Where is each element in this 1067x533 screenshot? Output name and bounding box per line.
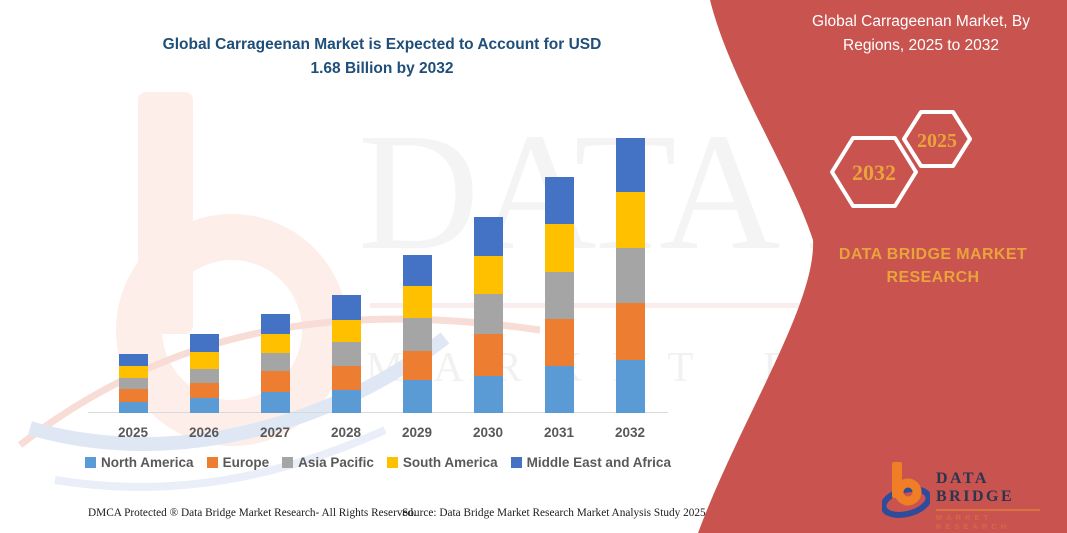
bar-segment [402,255,432,286]
hexagon-2032 [830,136,918,208]
x-axis-label: 2028 [330,425,362,440]
logo: DATA BRIDGE MARKET RESEARCH [882,460,1067,531]
legend-item: Asia Pacific [282,455,374,470]
hexagon-2025-label: 2025 [917,130,957,152]
bar-segment [189,369,219,383]
legend-label: South America [402,455,498,470]
legend-swatch [206,457,218,468]
bar-segment [331,295,361,320]
legend-item: South America [386,455,498,470]
chart-title: Global Carrageenan Market is Expected to… [162,36,602,78]
legend-label: Europe [222,455,270,470]
legend-label: Asia Pacific [298,455,374,470]
bar-segment [615,138,645,192]
bar-segment [118,389,148,402]
legend-swatch [510,457,522,468]
x-axis-label: 2030 [472,425,504,440]
bar-segment [189,383,219,398]
legend-swatch [282,457,294,468]
bar-segment [118,366,148,378]
footer-dmca-text: DMCA Protected ® Data Bridge Market Rese… [88,507,416,519]
legend-swatch [386,457,398,468]
bar-segment [260,371,290,392]
bar-segment [260,392,290,413]
banner-brand-text: DATA BRIDGE MARKET RESEARCH [838,246,1028,287]
bar-segment [402,286,432,318]
bar-segment [118,378,148,389]
x-axis-label: 2027 [259,425,291,440]
x-axis-label: 2026 [188,425,220,440]
bar-segment [473,217,503,256]
legend-label: North America [101,455,194,470]
footer-source-text: Source: Data Bridge Market Research Mark… [402,507,706,519]
legend: North America Europe Asia Pacific South Ame… [78,455,678,470]
bar-segment [260,353,290,371]
bar-segment [118,354,148,366]
x-axis-label: 2025 [117,425,149,440]
bar-segment [473,256,503,294]
bar-segment [544,319,574,366]
logo-wordmark: DATA BRIDGE [936,470,1015,505]
bar-segment [615,192,645,248]
bar-segment [615,360,645,413]
bar-segment [331,320,361,342]
bar-segment [473,376,503,413]
bar-segment [402,380,432,413]
x-axis-line [88,412,668,413]
bar-segment [402,351,432,380]
bar-segment [402,318,432,351]
banner-ribbon-shape [698,0,1067,533]
bar-segment [544,366,574,413]
x-axis-label: 2029 [401,425,433,440]
bar-segment [260,334,290,353]
x-axis-label: 2032 [614,425,646,440]
bar-segment [473,294,503,334]
legend-item: Middle East and Africa [510,455,671,470]
logo-divider [936,509,1040,511]
hexagon-2032-label: 2032 [852,160,896,185]
legend-swatch [85,457,97,468]
watermark-logo-b-icon [17,92,541,491]
bar-segment [260,314,290,334]
bar-segment [615,248,645,303]
legend-item: North America [85,455,194,470]
x-axis-label: 2031 [543,425,575,440]
bar-segment [331,366,361,390]
bar-segment [544,177,574,224]
bar-segment [615,303,645,360]
bar-segment [189,334,219,352]
logo-b-icon [882,462,930,518]
watermark-underline [370,303,970,308]
bar-segment [473,334,503,376]
banner-title: Global Carrageenan Market, By Regions, 2… [812,13,1030,55]
logo-subtitle: MARKET RESEARCH [936,513,1011,531]
bar-segment [331,342,361,366]
bar-segment [189,398,219,413]
logo-text-column: DATA BRIDGE MARKET RESEARCH [936,470,1067,531]
bar-segment [544,224,574,272]
bar-segment [331,390,361,413]
bar-segment [118,402,148,413]
hexagon-2025 [902,110,972,168]
bar-segment [544,272,574,319]
legend-item: Europe [206,455,270,470]
bar-segment [189,352,219,369]
legend-label: Middle East and Africa [526,455,671,470]
